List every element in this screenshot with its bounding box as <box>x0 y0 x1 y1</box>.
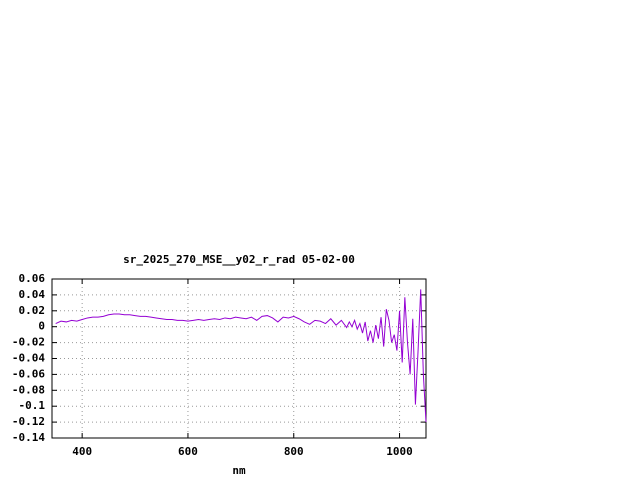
x-tick-label: 1000 <box>386 445 413 458</box>
plot-border <box>51 278 427 439</box>
x-tick-label: 800 <box>284 445 304 458</box>
x-tick-label: 400 <box>72 445 92 458</box>
x-tick-label: 600 <box>178 445 198 458</box>
y-tick-label: -0.08 <box>12 383 45 396</box>
y-tick-label: -0.02 <box>12 336 45 349</box>
y-tick-label: -0.1 <box>19 399 46 412</box>
y-tick-label: -0.04 <box>12 352 45 365</box>
x-axis-label: nm <box>232 464 246 477</box>
y-tick-label: -0.14 <box>12 431 45 444</box>
chart-title: sr_2025_270_MSE__y02_r_rad 05-02-00 <box>123 253 355 266</box>
y-tick-label: -0.06 <box>12 367 45 380</box>
y-tick-label: -0.12 <box>12 415 45 428</box>
y-tick-label: 0.04 <box>19 288 46 301</box>
y-tick-label: 0.02 <box>19 304 46 317</box>
y-tick-label: 0 <box>38 320 45 333</box>
y-tick-label: 0.06 <box>19 272 46 285</box>
data-line <box>55 289 427 423</box>
